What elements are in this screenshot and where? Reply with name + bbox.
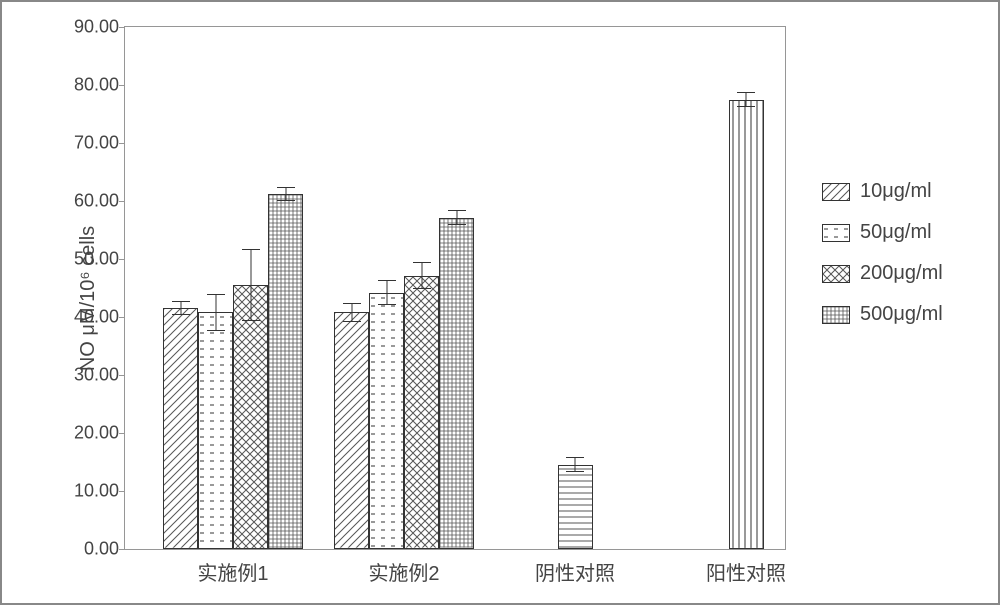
error-cap [207, 330, 225, 331]
error-bar [215, 294, 216, 330]
y-tick [119, 317, 125, 318]
error-cap [242, 320, 260, 321]
legend-item: 10μg/ml [822, 180, 943, 203]
x-category-label: 阳性对照 [706, 557, 786, 586]
error-cap [378, 304, 396, 305]
bar-group2-2 [404, 276, 439, 549]
y-tick-label: 30.00 [74, 365, 119, 386]
error-cap [277, 200, 295, 201]
legend-label: 500μg/ml [860, 303, 943, 326]
error-bar [746, 92, 747, 106]
y-tick [119, 259, 125, 260]
error-cap [448, 224, 466, 225]
y-tick [119, 375, 125, 376]
error-bar [456, 210, 457, 225]
legend-swatch [822, 265, 850, 283]
error-cap [343, 321, 361, 322]
error-bar [386, 280, 387, 304]
error-bar [285, 187, 286, 200]
bar-group2-1 [369, 293, 404, 549]
error-cap [207, 294, 225, 295]
legend-item: 200μg/ml [822, 262, 943, 285]
y-tick [119, 27, 125, 28]
y-tick [119, 85, 125, 86]
legend: 10μg/ml 50μg/ml 200μg/ml 500μg/ml [822, 180, 943, 326]
bar-group1-2 [233, 285, 268, 549]
plot-area: 0.0010.0020.0030.0040.0050.0060.0070.008… [124, 26, 786, 550]
error-cap [413, 288, 431, 289]
error-cap [413, 262, 431, 263]
x-category-label: 实施例2 [368, 557, 439, 586]
chart-frame: NO μM/10⁶ cells 0.0010.0020.0030.0040.00… [0, 0, 1000, 605]
legend-label: 50μg/ml [860, 221, 932, 244]
error-cap [737, 106, 755, 107]
legend-item: 500μg/ml [822, 303, 943, 326]
error-cap [242, 249, 260, 250]
legend-item: 50μg/ml [822, 221, 943, 244]
error-cap [566, 471, 584, 472]
bar-group1-0 [163, 308, 198, 549]
legend-swatch [822, 224, 850, 242]
error-cap [378, 280, 396, 281]
y-tick [119, 491, 125, 492]
x-category-label: 实施例1 [197, 557, 268, 586]
error-bar [421, 262, 422, 288]
bar-group2-0 [334, 312, 369, 549]
error-bar [250, 249, 251, 320]
error-cap [448, 210, 466, 211]
error-cap [566, 457, 584, 458]
bar-positive-control [729, 100, 764, 549]
y-tick [119, 549, 125, 550]
error-bar [351, 303, 352, 321]
y-tick [119, 433, 125, 434]
y-tick-label: 0.00 [84, 539, 119, 560]
error-cap [172, 314, 190, 315]
error-cap [172, 301, 190, 302]
bar-group2-3 [439, 218, 474, 549]
x-category-label: 阴性对照 [535, 557, 615, 586]
error-cap [737, 92, 755, 93]
y-tick-label: 90.00 [74, 17, 119, 38]
legend-swatch [822, 183, 850, 201]
legend-label: 200μg/ml [860, 262, 943, 285]
error-cap [343, 303, 361, 304]
y-tick-label: 10.00 [74, 481, 119, 502]
y-tick [119, 201, 125, 202]
legend-label: 10μg/ml [860, 180, 932, 203]
y-tick [119, 143, 125, 144]
error-bar [180, 301, 181, 314]
bar-negative-control [558, 465, 593, 549]
bar-group1-1 [198, 312, 233, 549]
y-tick-label: 80.00 [74, 75, 119, 96]
y-tick-label: 20.00 [74, 423, 119, 444]
legend-swatch [822, 306, 850, 324]
bar-group1-3 [268, 194, 303, 549]
y-tick-label: 60.00 [74, 191, 119, 212]
y-tick-label: 50.00 [74, 249, 119, 270]
error-cap [277, 187, 295, 188]
y-tick-label: 40.00 [74, 307, 119, 328]
error-bar [575, 457, 576, 471]
y-tick-label: 70.00 [74, 133, 119, 154]
